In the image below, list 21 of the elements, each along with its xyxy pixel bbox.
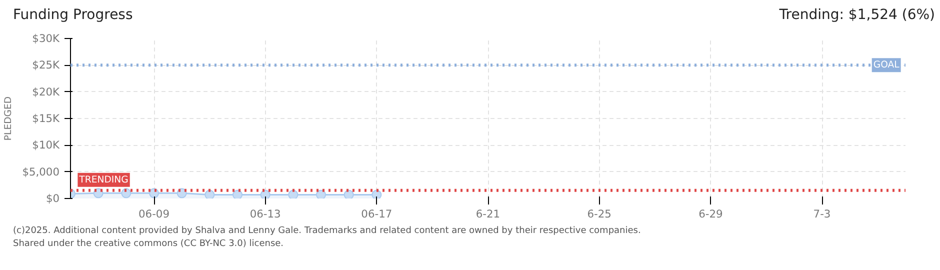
x-tick-label: 6-25 bbox=[587, 208, 612, 220]
x-tick-label: 06-17 bbox=[361, 208, 392, 220]
x-tick-label: 6-21 bbox=[476, 208, 500, 220]
y-axis-title: PLEDGED bbox=[3, 96, 14, 141]
y-tick-label: $30K bbox=[32, 32, 61, 45]
y-tick-label: $10K bbox=[32, 138, 61, 152]
text: Trending: $1,524 (6%) bbox=[779, 6, 935, 25]
y-tick-label: $25K bbox=[32, 58, 61, 72]
y-tick-label: $5,000 bbox=[22, 165, 60, 178]
y-tick-label: $0 bbox=[46, 192, 60, 205]
text: Shared under the creative commons (CC BY-NC 3.0) license. bbox=[13, 239, 284, 249]
y-tick-label: $15K bbox=[32, 112, 61, 125]
x-tick-label: 6-29 bbox=[698, 208, 723, 220]
text: (c)2025. Additional content provided by Shalva and Lenny Gale. Trademarks and related content are owned by their respective companies. bbox=[13, 226, 641, 236]
ref-line-label: GOAL bbox=[873, 60, 900, 71]
x-tick-label: 7-3 bbox=[813, 208, 831, 220]
ref-line-label: TRENDING bbox=[78, 174, 128, 186]
x-tick-label: 06-09 bbox=[138, 208, 170, 220]
y-tick-label: $20K bbox=[32, 85, 61, 98]
x-tick-label: 06-13 bbox=[250, 208, 281, 220]
chart-title: Funding Progress bbox=[13, 6, 133, 25]
